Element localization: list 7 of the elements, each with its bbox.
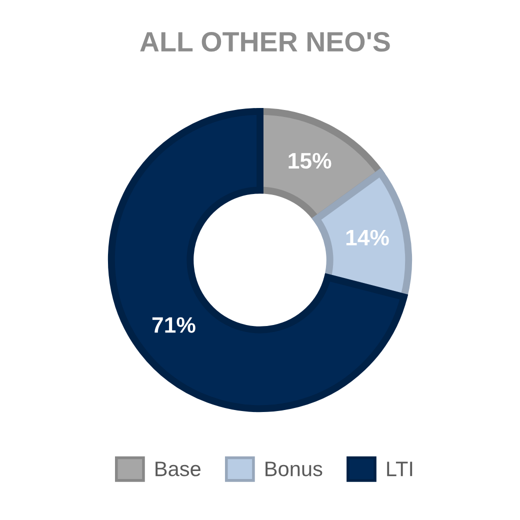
legend-label: Bonus	[266, 462, 322, 476]
data-label: 15%	[288, 152, 332, 169]
data-label: 14%	[346, 230, 389, 246]
legend-label: Base	[156, 462, 200, 476]
chart-title: ALL OTHER NEO'S	[140, 32, 390, 52]
data-label: 71%	[152, 317, 196, 333]
legend-label: LTI	[387, 462, 412, 476]
